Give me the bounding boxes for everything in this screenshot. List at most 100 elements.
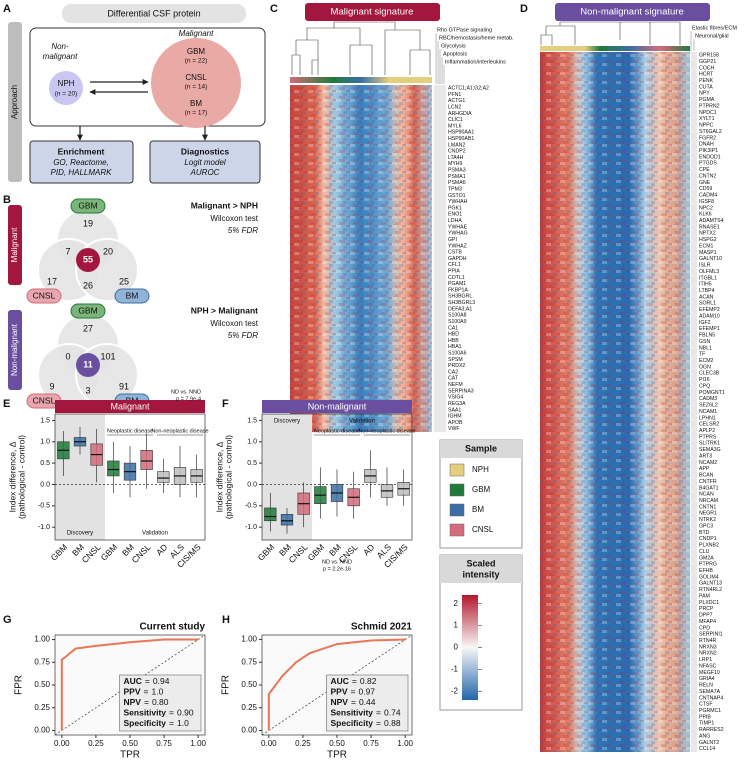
gene-label: PLXDC1 [699,600,719,606]
gene-label: ACTG1 [448,98,465,104]
gene-label: PFN1 [448,92,461,98]
gene-label: PRDX2 [448,363,465,369]
group-label: Validation [349,419,375,425]
x-tick-label: 1.00 [190,739,206,748]
y-axis-label: FPR [221,675,232,695]
gene-label: SAA1 [448,407,461,413]
roc-curve [60,638,199,731]
legend-label: NPH [472,465,489,474]
y-axis-label: Index difference, Δ [7,441,17,512]
gene-labels: ACTC1;A1;G2;A2PFN1ACTG1LCN2ARHGDIACLIC1M… [448,86,489,433]
pathway-columns [434,85,446,432]
gene-label: GSTO1 [448,193,466,199]
x-tick-label: 0.50 [329,739,345,748]
gene-label: CLIC1 [448,117,463,123]
gene-label: PTPRG [699,562,717,568]
label: Malignant [179,29,214,38]
y-axis-label: (pathological - control) [16,435,26,519]
y-tick-label: 0.25 [34,703,50,712]
gene-label: B4GAT1 [699,485,719,491]
y-tick-label: 0.25 [241,703,257,712]
gene-label: SH3BGRL3 [448,300,475,306]
stat-value: 0.88 [384,718,401,728]
gene-label: SERPINI1 [699,632,723,638]
venn-count: 101 [100,351,115,361]
venn-count: 0 [65,351,70,361]
title: Non-malignant signature [580,7,684,18]
gene-label: YWHAZ [448,243,467,249]
gene-label: NPC2 [699,205,713,211]
dendrogram [291,21,431,75]
gene-label: HBD [448,332,459,338]
gene-label: PI16 [699,377,710,383]
y-tick-label: 0.00 [241,726,257,735]
gene-label: RTN4R [699,638,716,644]
x-tick-label: 0.00 [261,739,277,748]
pathway-columns [691,52,697,752]
x-tick-label: AD [361,542,376,557]
stat: PPV = 0.97 [331,687,376,697]
x-tick-label: AD [154,542,169,557]
stat-label: PPV [124,687,141,697]
stat-label: Sensitivity [124,708,167,718]
y-tick-label: -1.0 [245,524,257,531]
gene-label: LPHN1 [699,415,716,421]
gene-label: FBLN5 [699,333,715,339]
y-tick-label: -0.5 [38,503,50,510]
y-tick-label: 0.0 [40,481,50,488]
x-tick-label: CNSL [287,542,310,565]
x-tick-label: GBM [49,542,70,563]
set-pill [70,198,106,214]
gene-label: ANG [699,733,710,739]
gene-labels: GPR158GGP21COCHHCRTPENKCUTANPYPGMAPTPRN2… [699,53,725,753]
set-label: GBM [78,200,97,210]
set-label: CNSL [33,395,56,405]
pathway-label: Inflammation/interleukins [445,59,506,65]
stat: Specificity = 0.88 [331,718,401,728]
label: BM [190,99,202,108]
gene-label: CD59 [699,186,712,192]
group-label: Neoplastic disease [314,428,360,434]
y-tick-label: 1.00 [34,635,50,644]
y-tick-label: -0.5 [245,503,257,510]
label: GO, Reactome, [53,158,109,167]
gene-label: CNDP1 [699,536,717,542]
gene-label: CNDP2 [448,149,466,155]
venn-diagrams: Malignant GBM CNSL BM 19 7 20 55 17 26 25 Malignant… [8,198,259,409]
group-label: Discovery [274,419,300,425]
label: Logit model [184,158,226,167]
gene-label: PSMA3 [448,168,466,174]
charts: Malignant -1.0 -0.5 0.0 0.5 1.0 1.5 Index diffe… [7,389,415,760]
gene-label: ST6GAL2 [699,129,722,135]
gene-label: ACAN [699,294,714,300]
set-pill [70,303,106,319]
legend-title: Scaled [466,558,495,568]
box [140,450,153,470]
label: PID, HALLMARK [51,168,113,177]
gene-label: GOLIM4 [699,574,719,580]
gene-label: CNTNAP4 [699,695,723,701]
stat-separator: = [352,676,357,686]
gene-label: IGF2 [699,320,711,326]
gene-label: LTA4H [448,155,464,161]
title: Malignant signature [331,7,414,18]
stat-label: AUC [331,676,349,686]
gene-label: LMAN2 [448,142,465,148]
gene-label: LCN2 [448,104,461,110]
group-label: Non-neoplastic disease [358,428,415,434]
gene-label: YWHAE [448,224,468,230]
x-tick-label: 0.75 [363,739,379,748]
side-bar [8,310,22,390]
stat-separator: = [144,687,149,697]
gene-label: APLP2 [699,428,715,434]
side-label: Malignant [10,227,19,262]
set-label: CNSL [33,290,56,300]
gene-label: CLU [699,549,710,555]
legend-swatch [449,503,465,517]
y-tick-label: 0.50 [241,680,257,689]
group-label: Non-neoplastic disease [151,428,208,434]
pathway-label: RBC/hemostasis/heme metab. [439,35,514,41]
side-label: Approach [10,85,19,119]
gene-label: CAT [448,376,459,382]
